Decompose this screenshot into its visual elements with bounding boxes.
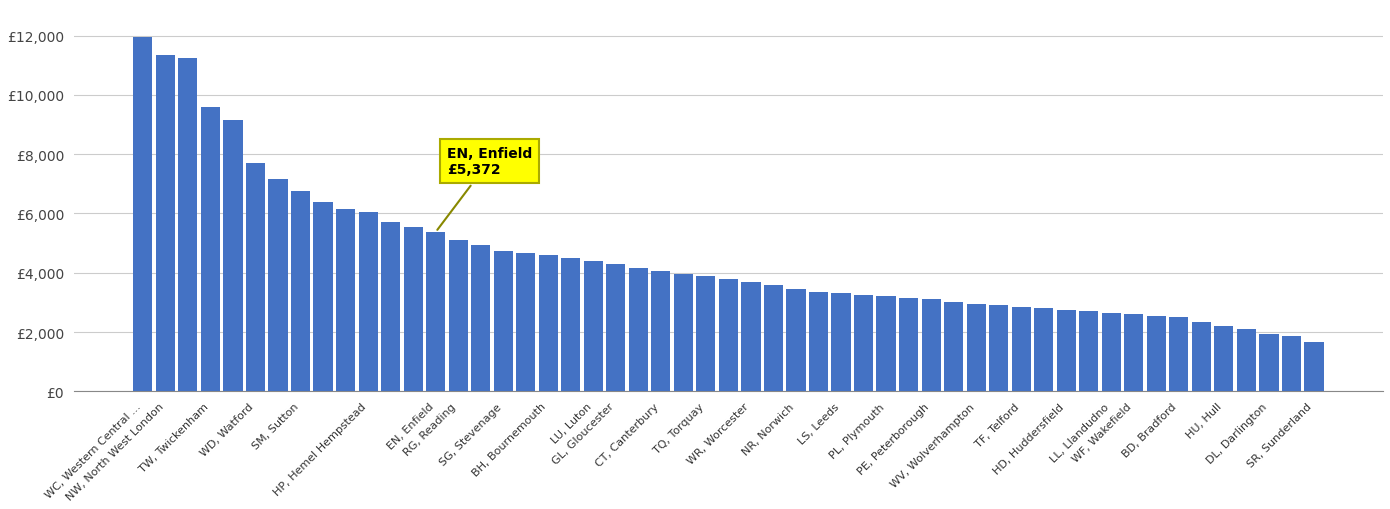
Bar (922, 300, 941, 391)
Bar (178, 59, 197, 391)
Bar (314, 202, 332, 391)
Bar (336, 210, 354, 391)
Bar (133, 38, 153, 391)
Bar (1282, 337, 1301, 391)
Bar (156, 56, 175, 391)
Bar (224, 121, 242, 391)
Bar (674, 275, 694, 391)
Bar (562, 259, 581, 391)
Bar (1034, 308, 1054, 391)
Bar (899, 298, 919, 391)
Bar (427, 233, 445, 391)
Bar (202, 107, 220, 391)
Bar (291, 192, 310, 391)
Bar (1304, 343, 1323, 391)
Bar (1169, 318, 1188, 391)
Bar (741, 282, 760, 391)
Bar (877, 297, 895, 391)
Bar (787, 290, 806, 391)
Bar (1125, 315, 1144, 391)
Bar (539, 256, 557, 391)
Bar (853, 295, 873, 391)
Bar (628, 269, 648, 391)
Bar (359, 213, 378, 391)
Bar (990, 306, 1008, 391)
Bar (944, 303, 963, 391)
Bar (1012, 307, 1031, 391)
Bar (1147, 316, 1166, 391)
Bar (809, 293, 828, 391)
Bar (1079, 312, 1098, 391)
Bar (696, 276, 716, 391)
Bar (1102, 313, 1120, 391)
Bar (652, 272, 670, 391)
Bar (1191, 322, 1211, 391)
Bar (449, 241, 468, 391)
Bar (1215, 326, 1233, 391)
Bar (268, 180, 288, 391)
Bar (606, 264, 626, 391)
Bar (381, 223, 400, 391)
Bar (831, 294, 851, 391)
Bar (403, 228, 423, 391)
Bar (246, 164, 265, 391)
Bar (1056, 310, 1076, 391)
Bar (765, 285, 783, 391)
Bar (1237, 329, 1257, 391)
Bar (966, 304, 986, 391)
Bar (1259, 334, 1279, 391)
Text: EN, Enfield
£5,372: EN, Enfield £5,372 (438, 146, 532, 231)
Bar (493, 251, 513, 391)
Bar (516, 254, 535, 391)
Bar (471, 245, 491, 391)
Bar (584, 261, 603, 391)
Bar (719, 279, 738, 391)
